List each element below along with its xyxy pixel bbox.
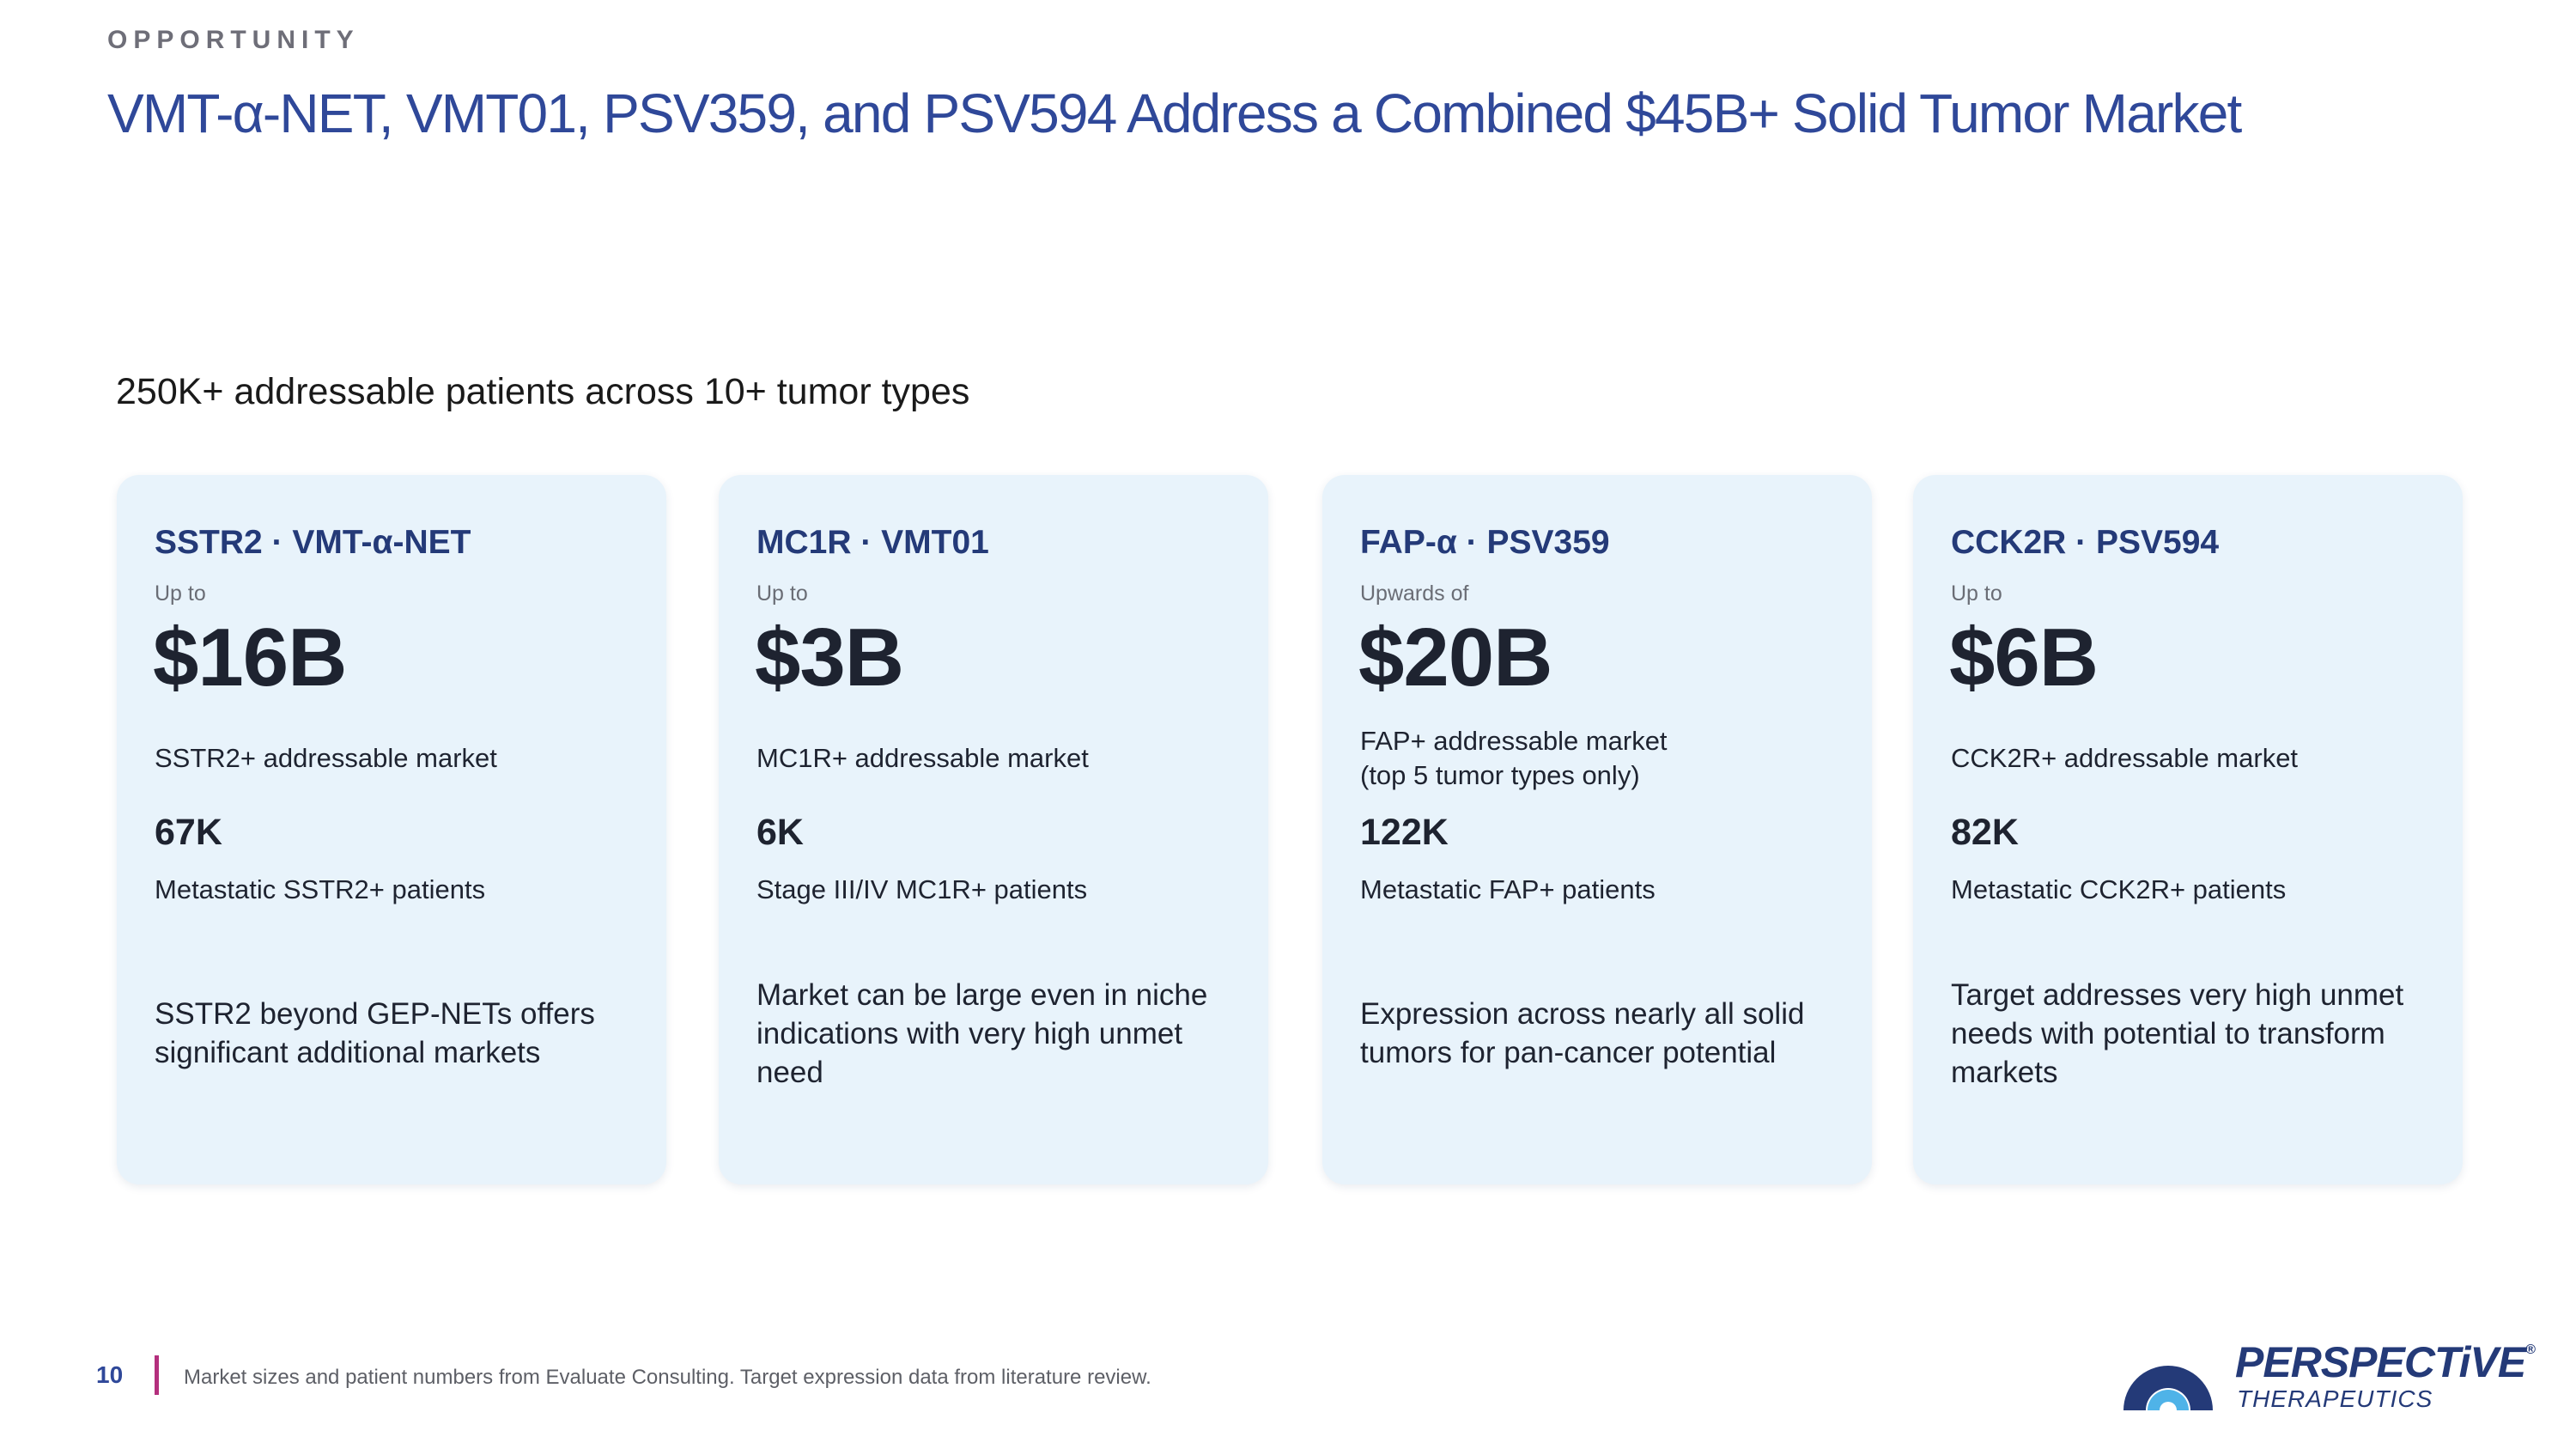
card-market-line: CCK2R+ addressable market: [1951, 743, 2299, 773]
card-market-line: MC1R+ addressable market: [756, 743, 1089, 773]
card-fap: FAP-α · PSV359 Upwards of $20B FAP+ addr…: [1322, 475, 1872, 1184]
card-description-line: significant additional markets: [155, 1036, 541, 1069]
card-description-line: SSTR2 beyond GEP-NETs offers: [155, 997, 595, 1031]
card-value-prefix: Upwards of: [1360, 581, 1469, 606]
logo-wordmark: PERSPECTiVE®: [2235, 1338, 2536, 1386]
perspective-arch-icon: [2123, 1366, 2213, 1410]
card-market-label: MC1R+ addressable market: [756, 741, 1089, 776]
card-description-line: Market can be large even in niche: [756, 978, 1208, 1012]
card-market-value: $16B: [153, 612, 347, 703]
card-description-line: markets: [1951, 1056, 2058, 1089]
card-description: Expression across nearly all solid tumor…: [1360, 995, 1804, 1072]
card-title: MC1R · VMT01: [756, 524, 989, 561]
card-description: SSTR2 beyond GEP-NETs offers significant…: [155, 995, 595, 1072]
card-description-line: Target addresses very high unmet: [1951, 978, 2404, 1012]
card-description-line: Expression across nearly all solid: [1360, 997, 1805, 1031]
card-market-value: $6B: [1949, 612, 2099, 703]
card-patients-count: 6K: [756, 812, 804, 853]
company-logo: PERSPECTiVE® THERAPEUTICS: [2117, 1320, 2536, 1423]
card-description-line: indications with very high unmet: [756, 1017, 1183, 1050]
card-patients-label: Metastatic SSTR2+ patients: [155, 874, 486, 904]
card-market-line: (top 5 tumor types only): [1360, 760, 1640, 790]
card-title: SSTR2 · VMT-α-NET: [155, 524, 471, 561]
slide-title: VMT-α-NET, VMT01, PSV359, and PSV594 Add…: [107, 82, 2242, 144]
card-market-label: FAP+ addressable market (top 5 tumor typ…: [1360, 724, 1668, 793]
card-patients-count: 122K: [1360, 812, 1449, 853]
footer-divider: [155, 1355, 159, 1395]
card-description: Market can be large even in niche indica…: [756, 976, 1207, 1092]
card-patients-label: Metastatic CCK2R+ patients: [1951, 874, 2287, 904]
card-market-line: SSTR2+ addressable market: [155, 743, 497, 773]
card-title: FAP-α · PSV359: [1360, 524, 1610, 561]
footer-source-note: Market sizes and patient numbers from Ev…: [184, 1366, 1151, 1389]
section-eyebrow: OPPORTUNITY: [107, 26, 360, 54]
card-mc1r: MC1R · VMT01 Up to $3B MC1R+ addressable…: [719, 475, 1268, 1184]
slide-subtitle: 250K+ addressable patients across 10+ tu…: [116, 371, 970, 412]
card-description-line: needs with potential to transform: [1951, 1017, 2385, 1050]
card-patients-count: 82K: [1951, 812, 2019, 853]
card-title: CCK2R · PSV594: [1951, 524, 2220, 561]
card-cck2r: CCK2R · PSV594 Up to $6B CCK2R+ addressa…: [1913, 475, 2463, 1184]
card-sstr2: SSTR2 · VMT-α-NET Up to $16B SSTR2+ addr…: [117, 475, 666, 1184]
card-value-prefix: Up to: [756, 581, 808, 606]
card-patients-count: 67K: [155, 812, 222, 853]
card-market-label: CCK2R+ addressable market: [1951, 741, 2298, 776]
page-number: 10: [96, 1361, 124, 1388]
card-patients-label: Stage III/IV MC1R+ patients: [756, 874, 1088, 904]
card-value-prefix: Up to: [1951, 581, 2002, 606]
card-description: Target addresses very high unmet needs w…: [1951, 976, 2403, 1092]
card-market-value: $3B: [755, 612, 904, 703]
card-market-value: $20B: [1358, 612, 1552, 703]
card-description-line: need: [756, 1056, 823, 1089]
card-market-line: FAP+ addressable market: [1360, 726, 1668, 756]
logo-subtitle: THERAPEUTICS: [2237, 1385, 2433, 1412]
card-description-line: tumors for pan-cancer potential: [1360, 1036, 1777, 1069]
card-market-label: SSTR2+ addressable market: [155, 741, 497, 776]
card-patients-label: Metastatic FAP+ patients: [1360, 874, 1656, 904]
card-value-prefix: Up to: [155, 581, 206, 606]
market-cards: SSTR2 · VMT-α-NET Up to $16B SSTR2+ addr…: [117, 475, 2463, 1184]
